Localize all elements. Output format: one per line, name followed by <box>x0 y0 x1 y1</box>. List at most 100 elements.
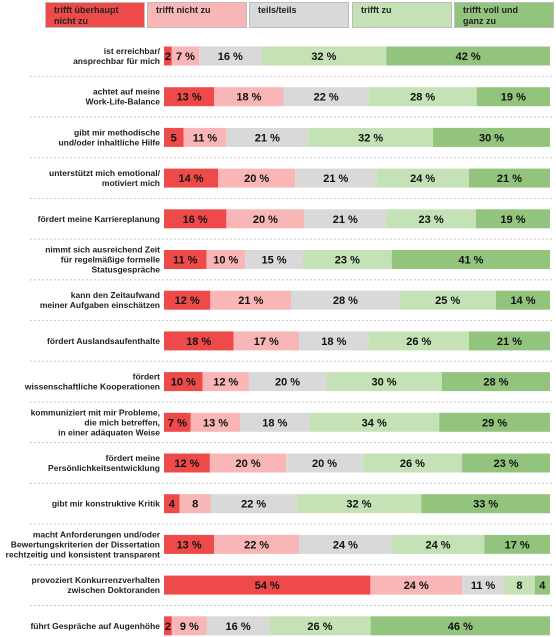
bar-segment <box>183 127 227 147</box>
bar-segment <box>269 616 371 636</box>
bar-segment <box>475 209 550 229</box>
bar-segment <box>286 453 363 473</box>
category-label: die mich betreffen, <box>84 417 160 427</box>
data-label: 21 % <box>333 214 358 226</box>
bar-segment <box>399 290 496 310</box>
legend-label: trifft nicht zu <box>156 5 211 15</box>
category-label: unterstützt mich emotional/ <box>49 168 161 178</box>
data-label: 23 % <box>335 255 360 267</box>
data-label: 13 % <box>203 417 228 429</box>
bar-segment <box>362 453 463 473</box>
legend-label: ganz zu <box>463 16 496 26</box>
data-label: 46 % <box>448 621 473 633</box>
legend-item: trifft überhaupt nicht zu <box>45 2 145 28</box>
data-label: 24 % <box>426 539 451 551</box>
bar-segment <box>240 412 310 432</box>
bar-segment <box>534 575 550 595</box>
data-label: 20 % <box>244 173 269 185</box>
category-label: kommuniziert mit mir Probleme, <box>31 407 160 417</box>
bar-segment <box>386 209 476 229</box>
data-label: 16 % <box>226 621 251 633</box>
bar-segment <box>439 412 550 432</box>
data-label: 5 <box>171 132 177 144</box>
category-label: ist erreichbar/ <box>104 46 161 56</box>
category-label: für regelmäßige formelle <box>61 255 160 265</box>
bar-segment <box>484 534 550 554</box>
data-label: 28 % <box>410 92 435 104</box>
bar-segment <box>421 494 550 514</box>
data-label: 11 % <box>193 132 218 144</box>
data-label: 25 % <box>435 295 460 307</box>
category-label: nimmt sich ausreichend Zeit <box>45 245 160 255</box>
bar-segment <box>214 87 284 107</box>
bar-segment <box>164 46 172 66</box>
data-label: 18 % <box>262 417 287 429</box>
category-label: Persönlichkeitsentwicklung <box>48 463 160 473</box>
data-label: 10 % <box>171 377 196 389</box>
bar-segment <box>164 209 227 229</box>
data-label: 7 % <box>176 51 195 63</box>
data-label: 2 <box>165 621 171 633</box>
data-label: 21 % <box>255 132 280 144</box>
data-label: 24 % <box>333 539 358 551</box>
data-label: 29 % <box>482 417 507 429</box>
data-label: 30 % <box>371 377 396 389</box>
data-label: 8 <box>516 580 522 592</box>
bar-segment <box>164 494 180 514</box>
category-label: Work-Life-Balance <box>86 97 161 107</box>
data-label: 26 % <box>406 336 431 348</box>
bar-segment <box>210 494 297 514</box>
bar-segment <box>206 250 246 269</box>
data-label: 20 % <box>236 458 261 470</box>
bar-segment <box>206 616 270 636</box>
category-label: kann den Zeitaufwand <box>71 290 160 300</box>
data-label: 12 % <box>174 458 199 470</box>
data-label: 22 % <box>241 499 266 511</box>
bar-segment <box>226 127 309 147</box>
data-label: 20 % <box>312 458 337 470</box>
category-label: Bewertungskriterien der Dissertation <box>11 539 160 549</box>
data-label: 4 <box>169 499 176 511</box>
data-label: 14 % <box>510 295 535 307</box>
data-label: 11 % <box>173 255 198 267</box>
bar-segment <box>291 290 400 310</box>
data-label: 13 % <box>177 539 202 551</box>
bar-segment <box>164 168 219 188</box>
bar-segment <box>376 168 469 188</box>
category-label: fördert meine <box>106 453 161 463</box>
bar-segment <box>209 453 287 473</box>
data-label: 21 % <box>323 173 348 185</box>
bar-segment <box>245 250 303 269</box>
legend-item: trifft voll und ganz zu <box>454 2 554 28</box>
data-label: 24 % <box>410 173 435 185</box>
bar-segment <box>261 46 387 66</box>
category-label: und/oder inhaltliche Hilfe <box>58 137 160 147</box>
bar-segment <box>308 127 434 147</box>
bar-segment <box>468 331 550 351</box>
category-label: ansprechbar für mich <box>73 56 160 66</box>
bar-segment <box>468 168 550 188</box>
bar-segment <box>370 616 550 636</box>
data-label: 15 % <box>261 255 286 267</box>
bar-segment <box>309 412 440 432</box>
data-label: 16 % <box>218 51 243 63</box>
data-label: 21 % <box>497 173 522 185</box>
bar-segment <box>164 616 172 636</box>
category-label: fördert meine Karriereplanung <box>38 214 160 224</box>
bar-segment <box>214 534 300 554</box>
data-label: 22 % <box>244 539 269 551</box>
data-label: 10 % <box>213 255 238 267</box>
bar-segment <box>283 87 369 107</box>
data-label: 17 % <box>254 336 279 348</box>
data-label: 30 % <box>479 132 504 144</box>
bar-segment <box>248 372 327 392</box>
data-label: 23 % <box>419 214 444 226</box>
bar-segment <box>391 534 485 554</box>
data-label: 22 % <box>314 92 339 104</box>
data-label: 7 % <box>168 417 187 429</box>
bar-segment <box>202 372 249 392</box>
bar-segment <box>164 250 207 269</box>
data-label: 9 % <box>180 621 199 633</box>
data-label: 11 % <box>471 580 496 592</box>
